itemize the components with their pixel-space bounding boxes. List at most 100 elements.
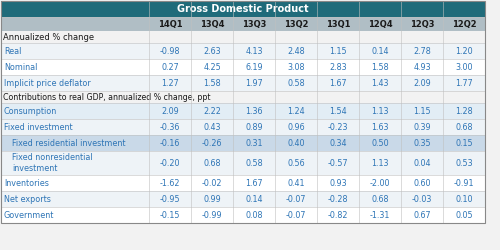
- Bar: [1, 135, 485, 151]
- Text: Fixed nonresidential
investment: Fixed nonresidential investment: [12, 153, 92, 173]
- Text: 13Q4: 13Q4: [200, 20, 224, 28]
- Text: -0.95: -0.95: [160, 194, 180, 203]
- Text: Consumption: Consumption: [4, 106, 57, 116]
- Text: 0.89: 0.89: [245, 122, 263, 132]
- Text: 0.31: 0.31: [245, 138, 263, 147]
- Text: -0.16: -0.16: [160, 138, 180, 147]
- Text: 13Q3: 13Q3: [242, 20, 266, 28]
- Text: 1.27: 1.27: [161, 78, 179, 88]
- Text: 12Q4: 12Q4: [368, 20, 392, 28]
- Text: 0.41: 0.41: [287, 178, 305, 188]
- Text: -1.62: -1.62: [160, 178, 180, 188]
- Bar: [1, 75, 485, 91]
- Text: -0.23: -0.23: [328, 122, 348, 132]
- Text: 0.39: 0.39: [413, 122, 431, 132]
- Text: 1.54: 1.54: [329, 106, 347, 116]
- Text: 0.35: 0.35: [413, 138, 431, 147]
- Bar: [1, 31, 485, 43]
- Text: 0.34: 0.34: [329, 138, 347, 147]
- Text: 1.43: 1.43: [371, 78, 389, 88]
- Text: Net exports: Net exports: [4, 194, 51, 203]
- Bar: [1, 91, 485, 103]
- Text: -1.31: -1.31: [370, 210, 390, 220]
- Text: 13Q2: 13Q2: [284, 20, 308, 28]
- Text: -0.57: -0.57: [328, 158, 348, 168]
- Text: -0.26: -0.26: [202, 138, 222, 147]
- Text: 0.27: 0.27: [161, 62, 179, 72]
- Text: 2.09: 2.09: [413, 78, 431, 88]
- Text: 6.19: 6.19: [245, 62, 263, 72]
- Text: -0.82: -0.82: [328, 210, 348, 220]
- Text: 0.56: 0.56: [287, 158, 305, 168]
- Text: -2.00: -2.00: [370, 178, 390, 188]
- Text: 3.00: 3.00: [455, 62, 473, 72]
- Bar: [1, 191, 485, 207]
- Text: 0.08: 0.08: [245, 210, 263, 220]
- Text: Implicit price deflator: Implicit price deflator: [4, 78, 91, 88]
- Text: Annualized % change: Annualized % change: [3, 32, 94, 42]
- Text: 1.13: 1.13: [371, 106, 389, 116]
- Text: 0.96: 0.96: [287, 122, 305, 132]
- Text: 4.13: 4.13: [245, 46, 263, 56]
- Text: 1.97: 1.97: [245, 78, 263, 88]
- Text: 1.28: 1.28: [455, 106, 473, 116]
- Text: 2.22: 2.22: [203, 106, 221, 116]
- Text: 1.67: 1.67: [329, 78, 347, 88]
- Text: 0.40: 0.40: [287, 138, 305, 147]
- Bar: [1, 151, 485, 175]
- Text: -0.28: -0.28: [328, 194, 348, 203]
- Text: 0.15: 0.15: [455, 138, 473, 147]
- Text: 0.68: 0.68: [455, 122, 473, 132]
- Text: 4.93: 4.93: [413, 62, 431, 72]
- Text: Government: Government: [4, 210, 54, 220]
- Text: 3.08: 3.08: [287, 62, 305, 72]
- Text: 1.67: 1.67: [245, 178, 263, 188]
- Text: 1.20: 1.20: [455, 46, 473, 56]
- Text: 12Q2: 12Q2: [452, 20, 476, 28]
- Bar: [1, 103, 485, 119]
- Text: 2.48: 2.48: [287, 46, 305, 56]
- Text: 0.68: 0.68: [371, 194, 389, 203]
- Bar: [1, 43, 485, 59]
- Text: -0.98: -0.98: [160, 46, 180, 56]
- Bar: [1, 119, 485, 135]
- Text: 0.05: 0.05: [455, 210, 473, 220]
- Text: Gross Domestic Product: Gross Domestic Product: [177, 4, 309, 14]
- Text: 1.24: 1.24: [287, 106, 305, 116]
- Bar: [1, 1, 485, 17]
- Text: 1.36: 1.36: [245, 106, 263, 116]
- Text: 1.58: 1.58: [371, 62, 389, 72]
- Text: -0.02: -0.02: [202, 178, 222, 188]
- Text: 0.14: 0.14: [245, 194, 263, 203]
- Text: 0.14: 0.14: [371, 46, 389, 56]
- Text: Inventories: Inventories: [4, 178, 49, 188]
- Text: 1.77: 1.77: [455, 78, 473, 88]
- Bar: [1, 207, 485, 223]
- Text: 1.13: 1.13: [371, 158, 389, 168]
- Text: 0.53: 0.53: [455, 158, 473, 168]
- Text: Fixed investment: Fixed investment: [4, 122, 72, 132]
- Text: 2.78: 2.78: [413, 46, 431, 56]
- Text: 0.60: 0.60: [413, 178, 431, 188]
- Text: 0.58: 0.58: [245, 158, 263, 168]
- Text: 0.68: 0.68: [203, 158, 221, 168]
- Text: -0.15: -0.15: [160, 210, 180, 220]
- Bar: [1, 17, 485, 31]
- Text: 2.83: 2.83: [329, 62, 347, 72]
- Text: -0.99: -0.99: [202, 210, 222, 220]
- Text: -0.03: -0.03: [412, 194, 432, 203]
- Text: 12Q3: 12Q3: [410, 20, 434, 28]
- Text: 1.58: 1.58: [203, 78, 221, 88]
- Text: 2.09: 2.09: [161, 106, 179, 116]
- Bar: [1, 1, 485, 223]
- Text: 14Q1: 14Q1: [158, 20, 182, 28]
- Text: Contributions to real GDP, annualized % change, ppt: Contributions to real GDP, annualized % …: [3, 92, 210, 102]
- Text: -0.20: -0.20: [160, 158, 180, 168]
- Text: 0.99: 0.99: [203, 194, 221, 203]
- Text: 0.50: 0.50: [371, 138, 389, 147]
- Text: Fixed residential investment: Fixed residential investment: [12, 138, 126, 147]
- Text: 0.43: 0.43: [203, 122, 221, 132]
- Text: -0.07: -0.07: [286, 194, 306, 203]
- Text: 0.04: 0.04: [413, 158, 431, 168]
- Text: -0.91: -0.91: [454, 178, 474, 188]
